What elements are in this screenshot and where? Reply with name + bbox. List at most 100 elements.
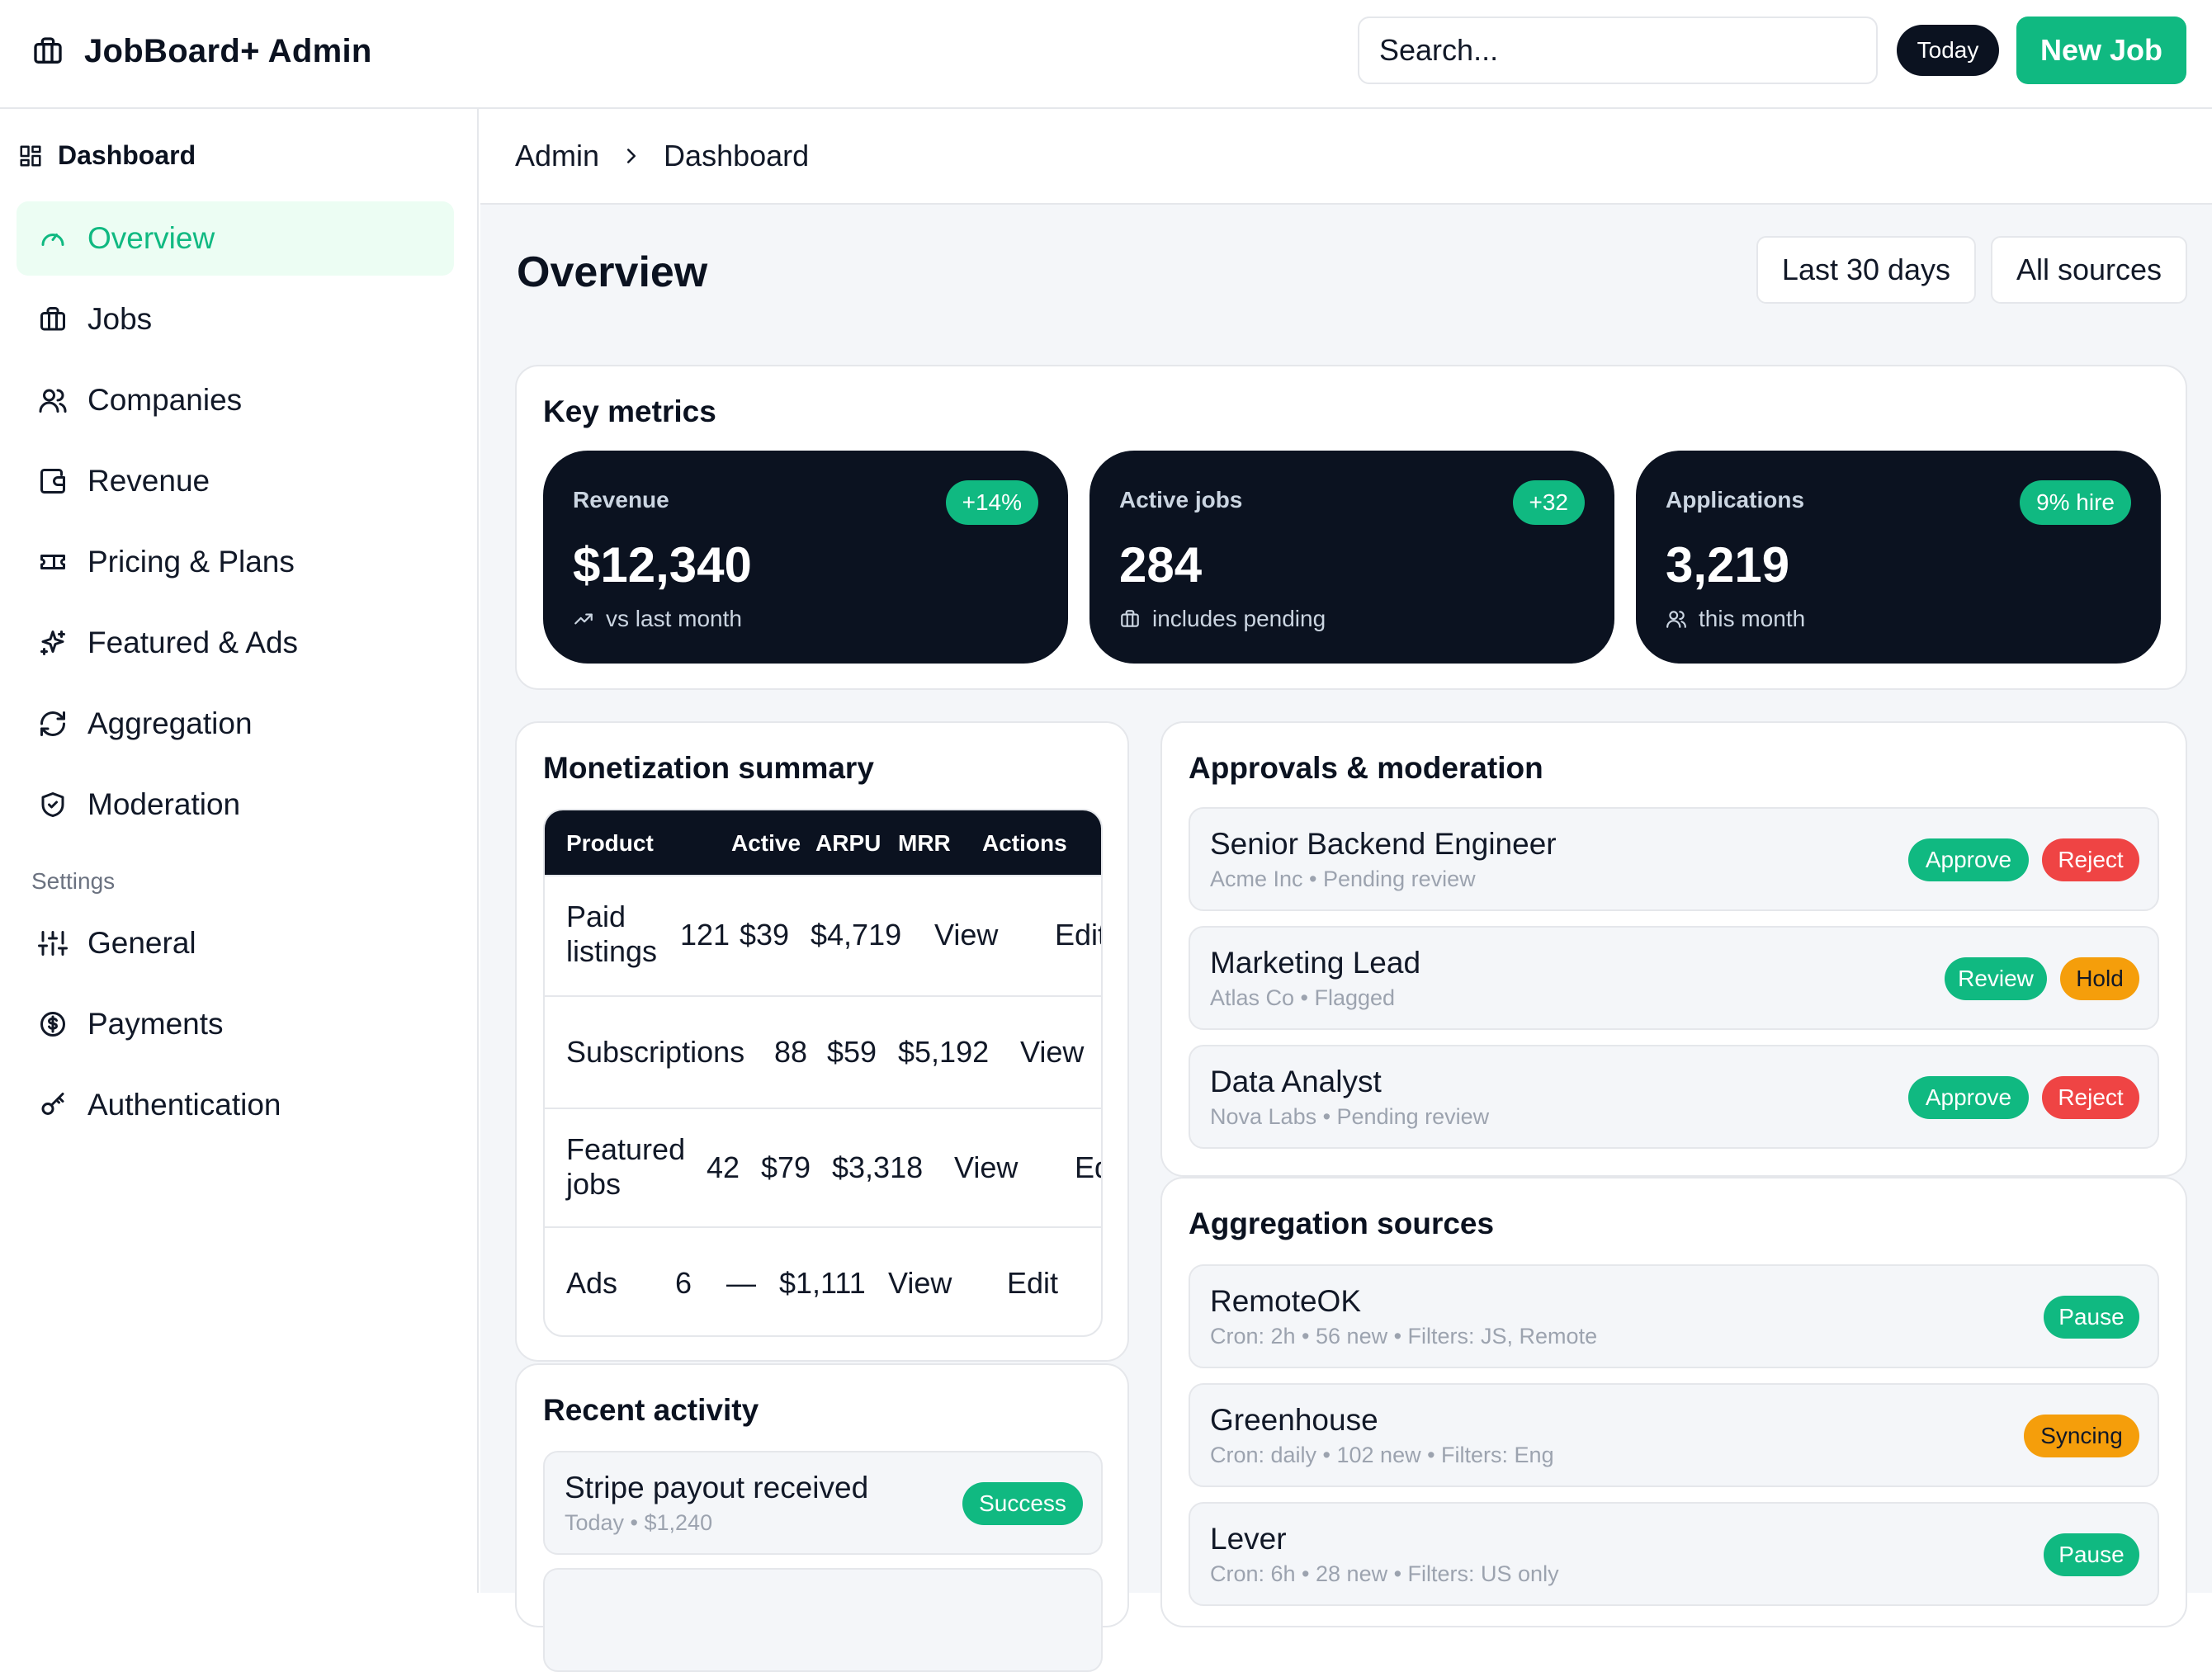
edit-link[interactable]: Ed <box>1075 1150 1101 1184</box>
approval-meta: Nova Labs • Pending review <box>1210 1104 1490 1129</box>
source-meta: Cron: daily • 102 new • Filters: Eng <box>1210 1443 1554 1467</box>
source-title: Greenhouse <box>1210 1403 1378 1437</box>
reject-button[interactable]: Reject <box>2042 1076 2139 1119</box>
sidebar-item-label: Featured & Ads <box>87 626 299 659</box>
key-metrics-card: Key metrics Revenue +14% $12,340 vs last… <box>515 365 2187 690</box>
activity-item[interactable]: Stripe payout received Today • $1,240 Su… <box>543 1451 1103 1555</box>
users-icon <box>1666 608 1687 630</box>
source-meta: Cron: 2h • 56 new • Filters: JS, Remote <box>1210 1324 1598 1348</box>
cell-active: 6 <box>675 1266 692 1300</box>
source-item[interactable]: Lever Cron: 6h • 28 new • Filters: US on… <box>1189 1502 2159 1606</box>
ticket-icon <box>38 547 68 577</box>
table-row: Ads 6 — $1,111 View Edit <box>545 1226 1101 1335</box>
key-metrics-title: Key metrics <box>543 394 716 428</box>
app-brand[interactable]: JobBoard+ Admin <box>31 28 372 74</box>
aggregation-title: Aggregation sources <box>1189 1207 1495 1240</box>
metric-label: Active jobs <box>1119 487 1243 512</box>
metric-card-active-jobs[interactable]: Active jobs +32 284 includes pending <box>1089 451 1614 664</box>
cell-product-line2: jobs <box>566 1167 622 1201</box>
sidebar-item-jobs[interactable]: Jobs <box>17 282 454 357</box>
cell-product: Subscriptions <box>566 1035 745 1069</box>
sliders-icon <box>38 928 68 958</box>
reject-button[interactable]: Reject <box>2042 838 2139 881</box>
metric-value: $12,340 <box>573 537 752 593</box>
approve-button[interactable]: Approve <box>1908 1076 2029 1119</box>
sidebar-item-label: Jobs <box>87 302 153 336</box>
cell-product-line2: listings <box>566 934 658 968</box>
source-item[interactable]: Greenhouse Cron: daily • 102 new • Filte… <box>1189 1383 2159 1487</box>
column-header-product: Product <box>566 830 654 856</box>
view-link[interactable]: View <box>934 918 999 952</box>
approve-button[interactable]: Approve <box>1908 838 2029 881</box>
recent-activity-card: Recent activity Stripe payout received T… <box>515 1363 1129 1672</box>
sidebar-item-label: Pricing & Plans <box>87 545 295 579</box>
metric-card-revenue[interactable]: Revenue +14% $12,340 vs last month <box>543 451 1068 664</box>
sidebar-item-moderation[interactable]: Moderation <box>17 768 454 842</box>
today-button[interactable]: Today <box>1897 25 1999 76</box>
approval-item[interactable]: Data Analyst Nova Labs • Pending review … <box>1189 1045 2159 1149</box>
cell-product: Paid <box>566 900 626 933</box>
approvals-moderation-card: Approvals & moderation Senior Backend En… <box>1160 721 2187 1177</box>
sidebar-item-general[interactable]: General <box>17 906 454 980</box>
main-content: Admin Dashboard Overview Last 30 days Al… <box>480 109 2212 1672</box>
sidebar-item-overview[interactable]: Overview <box>17 201 454 276</box>
metric-card-applications[interactable]: Applications 9% hire 3,219 this month <box>1636 451 2161 664</box>
cell-product: Ads <box>566 1266 618 1300</box>
new-job-button[interactable]: New Job <box>2016 17 2186 84</box>
source-item[interactable]: RemoteOK Cron: 2h • 56 new • Filters: JS… <box>1189 1264 2159 1368</box>
hold-button[interactable]: Hold <box>2060 957 2139 1000</box>
view-link[interactable]: View <box>1020 1035 1085 1069</box>
sidebar-item-label: Payments <box>87 1007 224 1041</box>
breadcrumb-item-admin[interactable]: Admin <box>515 139 600 172</box>
key-icon <box>38 1090 68 1120</box>
sidebar-item-aggregation[interactable]: Aggregation <box>17 687 454 761</box>
date-range-filter[interactable]: Last 30 days <box>1756 236 1976 304</box>
sidebar-item-label: Authentication <box>87 1088 281 1122</box>
pause-button[interactable]: Pause <box>2044 1533 2139 1576</box>
app-title: JobBoard+ Admin <box>84 32 372 69</box>
approval-title: Marketing Lead <box>1210 946 1421 980</box>
dollar-circle-icon <box>38 1009 68 1039</box>
activity-item[interactable] <box>543 1568 1103 1672</box>
view-link[interactable]: View <box>888 1266 952 1300</box>
edit-link[interactable]: Edit <box>1007 1266 1059 1300</box>
cell-product: Featured <box>566 1132 686 1166</box>
monetization-table: Product Active ARPU MRR Actions Paid lis… <box>543 809 1103 1337</box>
sidebar-item-revenue[interactable]: Revenue <box>17 444 454 518</box>
metric-value: 3,219 <box>1666 537 1790 593</box>
sidebar-heading: Dashboard <box>18 140 196 171</box>
sidebar: Dashboard Overview Jobs Companies Revenu… <box>0 109 479 1593</box>
sidebar-item-authentication[interactable]: Authentication <box>17 1068 454 1142</box>
pause-button[interactable]: Pause <box>2044 1296 2139 1339</box>
breadcrumb: Admin Dashboard <box>515 139 809 173</box>
source-filter[interactable]: All sources <box>1991 236 2187 304</box>
search-input[interactable] <box>1358 17 1878 84</box>
wallet-icon <box>38 466 68 496</box>
edit-link[interactable]: Edit <box>1055 918 1103 952</box>
column-header-mrr: MRR <box>898 830 951 856</box>
sidebar-item-companies[interactable]: Companies <box>17 363 454 437</box>
approval-title: Senior Backend Engineer <box>1210 827 1557 861</box>
gauge-icon <box>38 224 68 253</box>
approval-item[interactable]: Senior Backend Engineer Acme Inc • Pendi… <box>1189 807 2159 911</box>
metric-badge: +14% <box>945 480 1038 525</box>
monetization-summary-card: Monetization summary Product Active ARPU… <box>515 721 1129 1362</box>
column-header-actions: Actions <box>982 830 1067 856</box>
view-link[interactable]: View <box>954 1150 1019 1184</box>
cell-active: 88 <box>774 1035 808 1069</box>
breadcrumb-bar: Admin Dashboard <box>480 109 2212 205</box>
sidebar-item-payments[interactable]: Payments <box>17 987 454 1061</box>
sidebar-item-label: General <box>87 926 196 960</box>
review-button[interactable]: Review <box>1945 957 2047 1000</box>
sidebar-item-featured-ads[interactable]: Featured & Ads <box>17 606 454 680</box>
approval-title: Data Analyst <box>1210 1065 1382 1098</box>
syncing-badge[interactable]: Syncing <box>2024 1415 2139 1457</box>
approval-item[interactable]: Marketing Lead Atlas Co • Flagged Review… <box>1189 926 2159 1030</box>
metric-badge: +32 <box>1512 480 1585 525</box>
recent-activity-title: Recent activity <box>543 1393 759 1427</box>
approval-meta: Acme Inc • Pending review <box>1210 867 1476 891</box>
sidebar-item-pricing-plans[interactable]: Pricing & Plans <box>17 525 454 599</box>
sidebar-item-label: Aggregation <box>87 706 253 740</box>
metric-subtitle: this month <box>1666 606 1805 632</box>
cell-mrr: $3,318 <box>832 1150 924 1184</box>
